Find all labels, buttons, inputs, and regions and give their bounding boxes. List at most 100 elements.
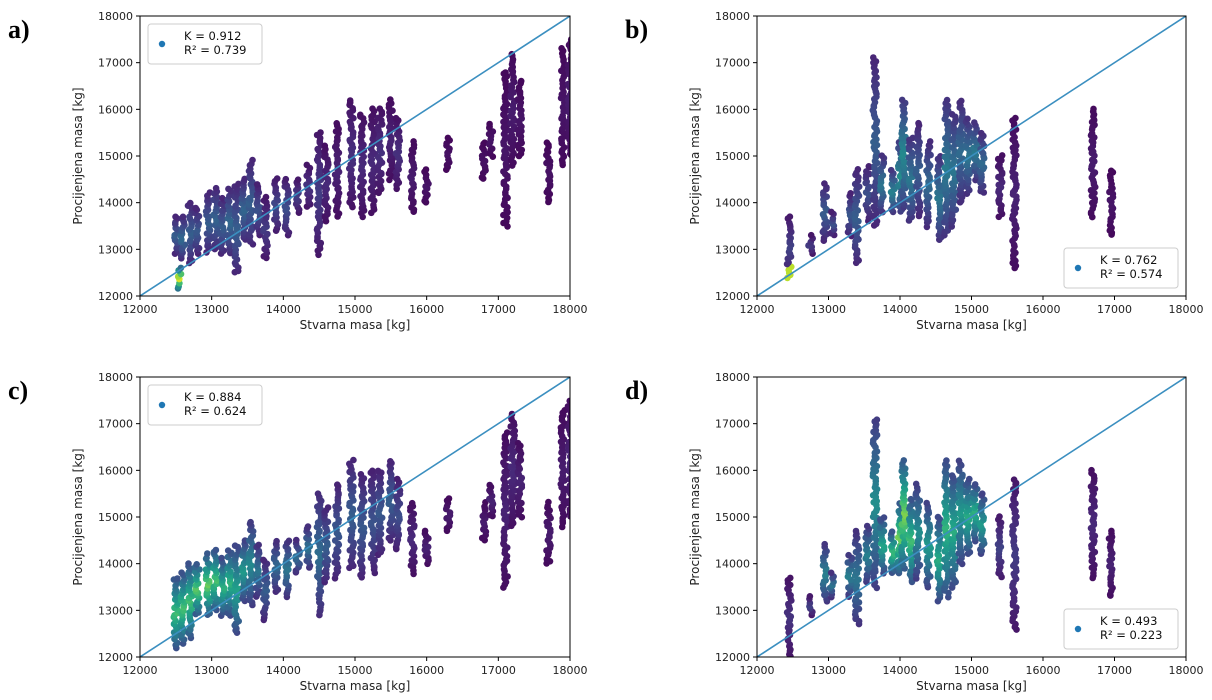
data-point xyxy=(387,96,394,103)
x-tick-label: 16000 xyxy=(409,303,444,316)
x-tick-label: 13000 xyxy=(811,303,846,316)
data-point xyxy=(1010,476,1018,484)
scatter-panel-a: a) 12000 13000 14000 15000 16000 17000 18000 120… xyxy=(8,10,588,332)
data-point xyxy=(392,114,400,122)
data-points xyxy=(783,54,1117,282)
data-point xyxy=(408,499,416,507)
data-point xyxy=(566,453,570,460)
data-point xyxy=(915,119,922,127)
data-point xyxy=(486,481,494,489)
data-point xyxy=(948,472,956,479)
data-point xyxy=(854,166,862,173)
data-point xyxy=(294,176,302,183)
x-tick-label: 16000 xyxy=(1026,303,1061,316)
data-point xyxy=(187,199,194,207)
x-tick-label: 14000 xyxy=(883,303,918,316)
data-point xyxy=(241,175,248,183)
data-point xyxy=(503,429,511,436)
data-point xyxy=(225,185,232,193)
data-point xyxy=(1090,105,1097,113)
data-point xyxy=(907,495,915,503)
y-tick-label: 16000 xyxy=(715,103,750,116)
x-tick-label: 17000 xyxy=(1097,303,1132,316)
data-point xyxy=(193,561,200,568)
data-point xyxy=(934,513,942,521)
panel-letter: c) xyxy=(8,376,28,405)
x-tick-label: 18000 xyxy=(1169,664,1204,677)
y-tick-label: 17000 xyxy=(715,57,750,70)
y-tick-label: 14000 xyxy=(98,197,133,210)
x-tick-label: 17000 xyxy=(481,303,516,316)
data-point xyxy=(445,495,453,502)
data-point xyxy=(996,513,1003,520)
data-point xyxy=(821,540,828,548)
x-tick-label: 16000 xyxy=(1026,664,1061,677)
y-tick-label: 14000 xyxy=(98,558,133,571)
data-point xyxy=(321,142,329,150)
y-tick-label: 15000 xyxy=(715,511,750,524)
data-point xyxy=(324,504,332,511)
data-point xyxy=(317,129,324,136)
data-point xyxy=(978,129,985,137)
data-point xyxy=(979,490,986,498)
data-point xyxy=(964,115,971,123)
data-point xyxy=(249,156,256,164)
data-point xyxy=(410,138,417,145)
data-point xyxy=(564,80,570,88)
data-point xyxy=(219,194,226,202)
data-point xyxy=(971,119,978,126)
legend-marker xyxy=(1074,264,1082,272)
data-point xyxy=(1088,466,1095,474)
data-point xyxy=(421,527,429,535)
y-tick-label: 16000 xyxy=(715,464,750,477)
x-tick-label: 18000 xyxy=(553,664,588,677)
data-points xyxy=(170,397,570,652)
y-tick-label: 14000 xyxy=(715,558,750,571)
data-point xyxy=(898,96,906,104)
y-tick-label: 13000 xyxy=(715,604,750,617)
data-point xyxy=(852,527,860,535)
data-point xyxy=(204,550,211,557)
y-axis-label: Procijenjena masa [kg] xyxy=(688,87,702,224)
data-point xyxy=(192,204,199,212)
data-point xyxy=(218,554,225,562)
data-point xyxy=(334,481,341,489)
x-tick-label: 18000 xyxy=(553,303,588,316)
data-point xyxy=(376,105,384,112)
data-point xyxy=(293,536,300,544)
legend-box xyxy=(147,23,263,65)
x-tick-label: 17000 xyxy=(481,664,516,677)
x-tick-label: 17000 xyxy=(1097,664,1132,677)
legend-entry: R² = 0.739 xyxy=(184,43,246,57)
x-tick-label: 12000 xyxy=(123,303,158,316)
y-tick-label: 16000 xyxy=(98,103,133,116)
data-point xyxy=(887,166,895,174)
panel-letter: d) xyxy=(625,376,648,405)
x-tick-label: 15000 xyxy=(338,664,373,677)
y-tick-label: 12000 xyxy=(98,290,133,303)
data-point xyxy=(565,498,570,505)
y-tick-label: 13000 xyxy=(715,243,750,256)
y-tick-label: 15000 xyxy=(98,511,133,524)
legend-entry: K = 0.493 xyxy=(1100,614,1157,628)
data-point xyxy=(212,546,220,554)
data-point xyxy=(966,475,973,483)
y-tick-label: 12000 xyxy=(98,651,133,664)
x-axis-label: Stvarna masa [kg] xyxy=(916,318,1027,332)
data-point xyxy=(235,180,242,188)
data-point xyxy=(923,499,930,507)
y-tick-label: 17000 xyxy=(715,418,750,431)
data-point xyxy=(926,138,934,145)
x-tick-label: 18000 xyxy=(1169,303,1204,316)
data-point xyxy=(303,161,311,169)
data-points xyxy=(783,416,1116,657)
data-point xyxy=(878,152,886,159)
data-point xyxy=(1108,527,1115,535)
data-point xyxy=(567,36,570,43)
x-tick-label: 14000 xyxy=(883,664,918,677)
reference-line xyxy=(140,377,570,657)
data-point xyxy=(314,490,322,498)
data-point xyxy=(282,175,290,183)
